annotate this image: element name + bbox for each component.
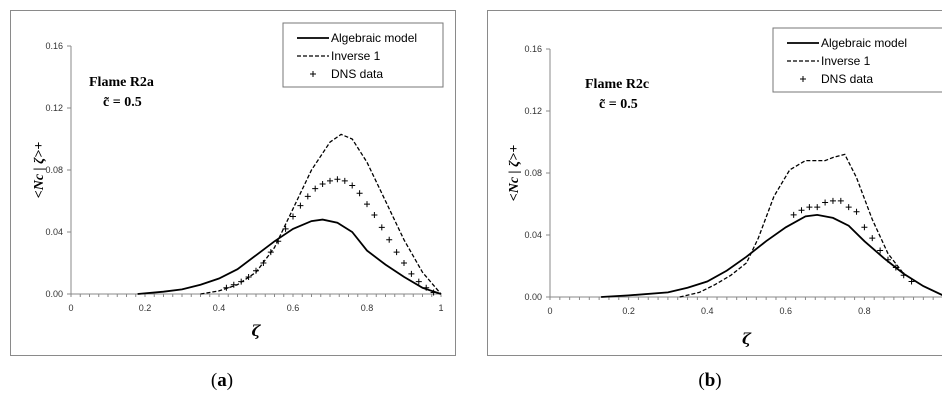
dns-data-point bbox=[822, 199, 829, 206]
legend-label: Algebraic model bbox=[821, 36, 907, 50]
dns-data-point bbox=[393, 249, 400, 256]
chart-svg: 0.00 0.04 0.08 0.12 0.16 0 0.2 0.4 0.6 0.8 1 Algebr… bbox=[32, 22, 444, 340]
dns-data-point bbox=[282, 225, 289, 232]
legend-label: DNS data bbox=[331, 67, 383, 81]
x-tick-label: 0 bbox=[547, 306, 552, 316]
chart-svg: 0.00 0.04 0.08 0.12 0.16 0 0.2 0.4 0.6 0.8 Algebra… bbox=[507, 27, 942, 348]
y-tick-label: 0.12 bbox=[45, 103, 63, 113]
dns-data-point bbox=[371, 211, 378, 218]
x-tick-label: 0.4 bbox=[701, 306, 714, 316]
legend-label: Inverse 1 bbox=[331, 49, 381, 63]
y-axis-label: <Nc | ζ>+ bbox=[32, 142, 47, 199]
dns-data-point bbox=[877, 247, 884, 254]
dns-data-point bbox=[238, 278, 245, 285]
dns-data-point bbox=[845, 204, 852, 211]
legend-marker-dns-data bbox=[800, 76, 806, 82]
flame-label: Flame R2c bbox=[585, 77, 649, 92]
dns-data-point bbox=[245, 273, 252, 280]
dns-data-point bbox=[798, 207, 805, 214]
y-tick-label: 0.00 bbox=[524, 292, 542, 302]
dns-data-point bbox=[814, 204, 821, 211]
dns-data-point bbox=[884, 256, 891, 263]
y-tick-label: 0.04 bbox=[45, 227, 63, 237]
dns-data-point bbox=[806, 204, 813, 211]
y-tick-label: 0.08 bbox=[524, 168, 542, 178]
dns-data-point bbox=[423, 284, 430, 291]
dns-data-point bbox=[275, 238, 282, 245]
dns-data-point bbox=[230, 281, 237, 288]
dns-data-point bbox=[853, 208, 860, 215]
dns-data-point bbox=[378, 224, 385, 231]
dns-data-point bbox=[408, 270, 415, 277]
y-tick-label: 0.00 bbox=[45, 289, 63, 299]
dns-data-point bbox=[290, 213, 296, 220]
x-tick-label: 0.4 bbox=[213, 303, 226, 313]
inverse-1-line bbox=[200, 133, 442, 295]
x-tick-label: 0.6 bbox=[287, 303, 300, 313]
dns-data-point bbox=[312, 185, 319, 192]
x-axis-label: ζ bbox=[252, 322, 262, 340]
mean-progress-label: c̃ = 0.5 bbox=[599, 97, 638, 112]
x-tick-label: 0.6 bbox=[780, 306, 793, 316]
legend-marker-dns-data bbox=[310, 71, 316, 77]
y-tick-label: 0.16 bbox=[45, 41, 63, 51]
y-tick-label: 0.12 bbox=[524, 106, 542, 116]
legend-box bbox=[772, 27, 942, 93]
chart-panel-a: 0.00 0.04 0.08 0.12 0.16 0 0.2 0.4 0.6 0.8 1 Algebr… bbox=[10, 10, 456, 356]
legend-label: Algebraic model bbox=[331, 31, 417, 45]
dns-data-point bbox=[861, 224, 868, 231]
dns-data-point bbox=[415, 278, 422, 285]
x-tick-label: 0 bbox=[68, 303, 73, 313]
y-tick-label: 0.04 bbox=[524, 230, 542, 240]
flame-label: Flame R2a bbox=[89, 75, 154, 90]
dns-data-point bbox=[892, 264, 899, 271]
dns-data-point bbox=[304, 193, 311, 200]
dns-data-point bbox=[386, 236, 393, 243]
y-axis-label: <Nc | ζ>+ bbox=[507, 145, 522, 202]
dns-data-point bbox=[341, 177, 348, 184]
x-tick-label: 1 bbox=[438, 303, 443, 313]
x-tick-label: 0.2 bbox=[622, 306, 635, 316]
legend-label: Inverse 1 bbox=[821, 54, 871, 68]
dns-data-point bbox=[260, 260, 267, 266]
dns-data-point bbox=[401, 260, 407, 266]
dns-data-point bbox=[319, 180, 326, 187]
dns-data-point bbox=[364, 201, 370, 208]
dns-data-point bbox=[430, 289, 437, 296]
x-axis-label: ζ bbox=[742, 330, 752, 348]
algebraic-model-line bbox=[137, 218, 442, 295]
dns-data-point bbox=[356, 190, 363, 197]
caption-a: (a) bbox=[210, 370, 234, 391]
caption-b: (b) bbox=[698, 370, 722, 391]
x-tick-label: 0.8 bbox=[361, 303, 374, 313]
chart-panel-b: 0.00 0.04 0.08 0.12 0.16 0 0.2 0.4 0.6 0.8 Algebra… bbox=[487, 10, 942, 356]
dns-data-point bbox=[334, 176, 341, 183]
mean-progress-label: c̃ = 0.5 bbox=[103, 95, 142, 110]
dns-data-point bbox=[327, 177, 333, 184]
dns-data-point bbox=[790, 211, 797, 218]
dns-data-point bbox=[900, 272, 907, 279]
dns-data-point bbox=[267, 249, 274, 256]
y-tick-label: 0.08 bbox=[45, 165, 63, 175]
dns-data-point bbox=[908, 278, 915, 285]
inverse-1-line bbox=[679, 153, 905, 298]
legend-box bbox=[282, 22, 444, 88]
dns-data-point bbox=[297, 202, 304, 209]
x-tick-label: 0.8 bbox=[858, 306, 871, 316]
dns-data-point bbox=[869, 235, 876, 242]
dns-data-point bbox=[829, 197, 836, 204]
dns-data-point bbox=[253, 267, 259, 274]
dns-data-point bbox=[837, 197, 844, 204]
legend-label: DNS data bbox=[821, 72, 873, 86]
dns-data-point bbox=[349, 182, 356, 189]
algebraic-model-line bbox=[601, 213, 942, 298]
y-tick-label: 0.16 bbox=[524, 44, 542, 54]
x-tick-label: 0.2 bbox=[139, 303, 152, 313]
dns-data-point bbox=[223, 284, 230, 291]
